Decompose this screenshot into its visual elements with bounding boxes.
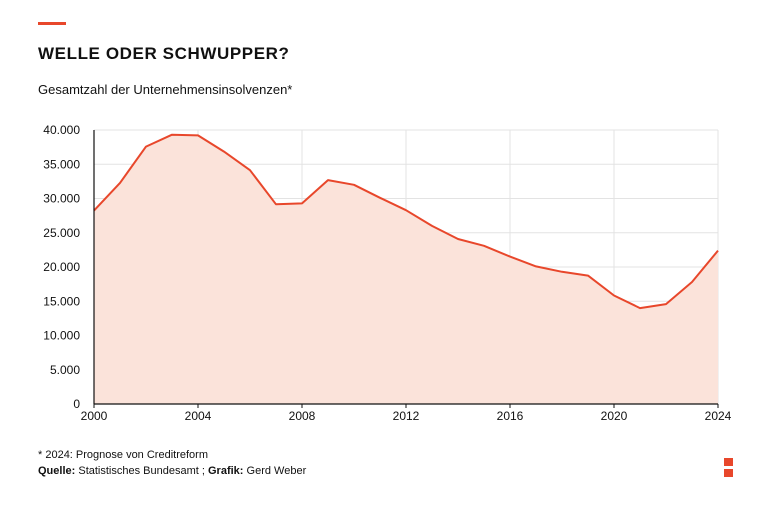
- y-tick-label-5: 25.000: [43, 226, 80, 240]
- x-tick-label-6: 2024: [705, 409, 732, 423]
- series-area: [94, 134, 718, 404]
- x-tick-label-1: 2004: [185, 409, 212, 423]
- x-tick-label-3: 2012: [393, 409, 420, 423]
- accent-bar: [38, 22, 66, 25]
- source-label: Quelle:: [38, 465, 76, 477]
- footnote: * 2024: Prognose von Creditreform: [38, 449, 208, 461]
- x-tick-label-4: 2016: [497, 409, 524, 423]
- x-tick-label-2: 2008: [289, 409, 316, 423]
- y-tick-label-3: 15.000: [43, 294, 80, 308]
- graphic-label: Grafik:: [207, 465, 244, 477]
- publisher-logo: [724, 458, 733, 478]
- y-tick-label-2: 10.000: [43, 329, 80, 343]
- graphic-value: Gerd Weber: [246, 465, 307, 477]
- x-tick-label-5: 2020: [601, 409, 628, 423]
- source-line: Quelle: Statistisches Bundesamt ; Grafik…: [38, 465, 306, 477]
- logo-block-bottom: [724, 469, 733, 477]
- y-tick-label-1: 5.000: [50, 363, 80, 377]
- chart-title: WELLE ODER SCHWUPPER?: [38, 44, 290, 63]
- series-line: [93, 133, 719, 310]
- y-tick-label-7: 35.000: [43, 157, 80, 171]
- y-tick-label-0: 0: [73, 397, 80, 411]
- y-tick-label-6: 30.000: [43, 192, 80, 206]
- y-tick-label-4: 20.000: [43, 260, 80, 274]
- logo-block-top: [724, 458, 733, 466]
- insolvency-area-chart: 0 5.000 10.000 15.000 20.000 25.000 30.000 35.0…: [43, 123, 732, 423]
- chart-subtitle: Gesamtzahl der Unternehmensinsolvenzen*: [38, 82, 293, 97]
- source-value: Statistisches Bundesamt ;: [78, 465, 205, 477]
- x-tick-label-0: 2000: [81, 409, 108, 423]
- y-tick-label-8: 40.000: [43, 123, 80, 137]
